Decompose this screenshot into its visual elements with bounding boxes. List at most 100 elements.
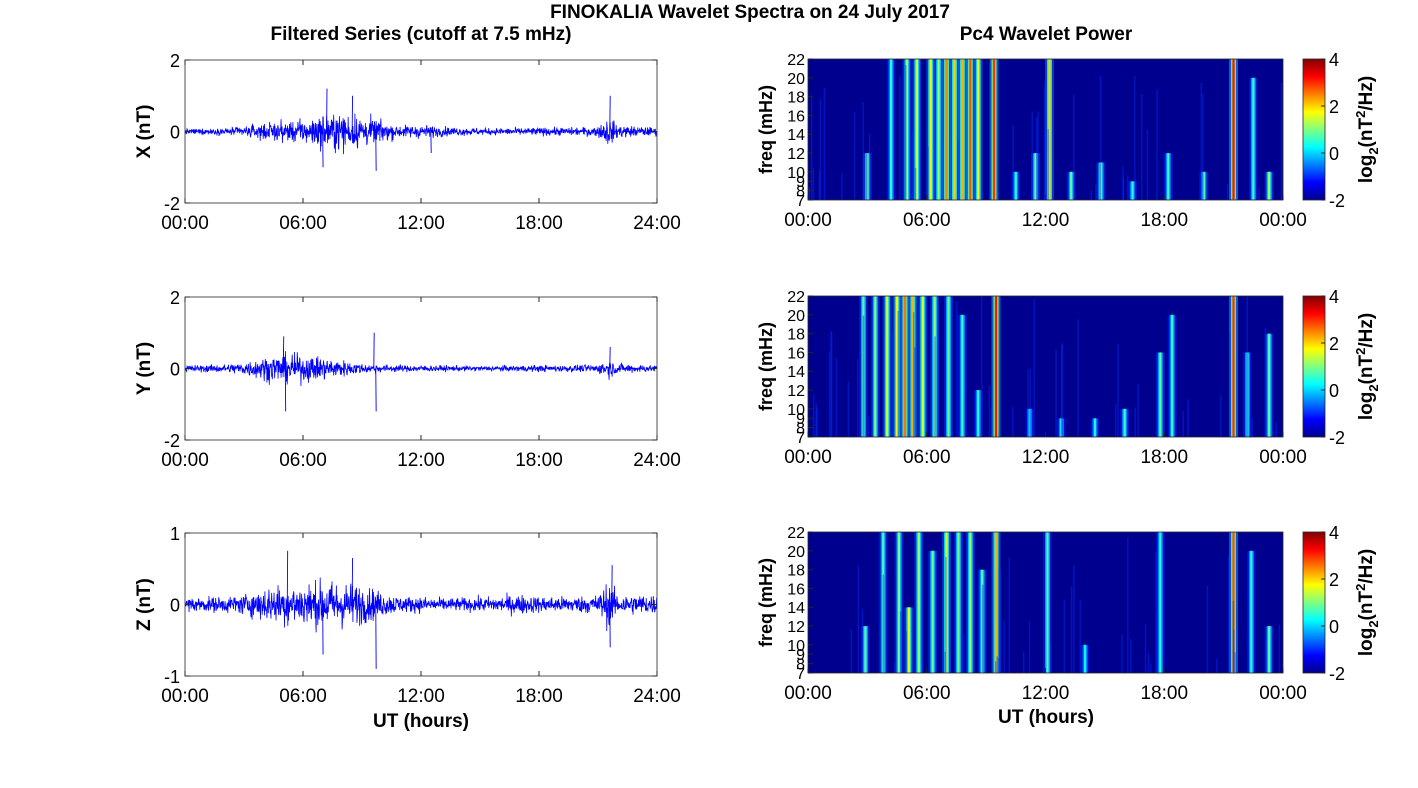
x-power-streak-2-layer-2 [905,59,909,200]
x-power-streak-6-layer-2 [945,59,948,200]
x-power-texture-17 [1280,82,1283,200]
y-power-ytick-label-3: 10 [787,402,805,419]
x-power-texture-19 [905,64,907,200]
y-power-texture-22 [934,336,936,437]
x-power-streak-14-layer-2 [1048,59,1051,200]
z-power-colorbar-bar [1302,531,1326,674]
x-power-streak-16-layer-2 [1099,162,1103,200]
x-power-colorbar-tick-label-3: -2 [1329,191,1345,211]
x-power-texture-31 [1095,183,1097,200]
y-power-streak-5-layer-2 [911,296,914,437]
z-series-xtick-label-2: 12:00 [397,686,445,707]
z-power-texture-17 [1216,658,1218,673]
x-power-texture-5 [810,95,813,200]
y-power-texture-27 [1115,403,1117,437]
y-power-ytick-label-9: 22 [787,289,805,306]
x-power-colorbar-tick-label-1: 2 [1329,97,1339,117]
x-power-colorbar-tick-label-0: 4 [1329,50,1339,70]
x-series-xtick-label-4: 24:00 [633,213,681,234]
z-power-texture-24 [1050,643,1052,673]
y-power-xtick-label-2: 12:00 [1022,447,1070,468]
y-power-colorbar-label: log2(nT2/Hz) [1353,313,1381,420]
y-series-panel: 2 0 -200:00 06:00 12:00 18:00 24:00 Y (nT) [134,288,681,471]
y-power-texture-33 [914,347,916,437]
x-power-texture-3 [1156,89,1158,200]
y-power-streak-10-layer-2 [977,390,980,437]
z-series-ylabel: Z (nT) [134,578,155,631]
z-power-texture-20 [1008,557,1010,673]
x-power-texture-25 [1258,187,1260,200]
y-power-texture-39 [831,332,833,437]
y-power-colorbar-tick-label-1: 2 [1329,334,1339,354]
y-power-texture-3 [1137,384,1139,437]
x-power-ylabel: freq (mHz) [756,85,776,174]
z-power-streak-11-layer-2 [1046,532,1049,673]
z-power-texture-16 [995,661,997,673]
z-power-xtick-label-3: 18:00 [1140,683,1188,704]
x-power-texture-15 [818,170,821,200]
z-power-texture-4 [999,569,1002,673]
z-power-texture-30 [963,634,965,673]
x-series-ylabel: X (nT) [134,105,155,159]
x-power-streak-1-layer-2 [890,59,893,200]
y-power-streak-19-layer-2 [1246,352,1249,437]
z-power-streak-16-layer-2 [1268,626,1271,673]
y-power-texture-2 [956,301,958,437]
y-power-streak-13-layer-2 [1060,418,1063,437]
z-series-xtick-label-0: 00:00 [161,686,209,707]
z-power-streak-5-layer-2 [931,550,934,673]
left-column-title: Filtered Series (cutoff at 7.5 mHz) [271,24,572,45]
y-power-texture-21 [830,331,832,437]
x-power-ytick-label-3: 10 [787,165,805,182]
y-power-colorbar-tick-label-2: 0 [1329,381,1339,401]
y-power-ytick-label-4: 12 [787,383,805,400]
x-power-streak-11-layer-2 [992,59,996,200]
x-power-texture-11 [1099,75,1102,200]
y-series-ytick-label-0: 2 [170,288,180,308]
z-power-ytick-label-6: 16 [787,581,805,598]
y-series-xtick-label-4: 24:00 [633,450,681,471]
z-power-texture-29 [1155,551,1157,673]
z-power-texture-15 [1156,612,1159,673]
x-power-ytick-label-5: 14 [787,127,805,144]
z-power-streak-4-layer-2 [917,532,920,673]
x-power-streak-8-layer-2 [961,59,964,200]
y-series-xtick-label-0: 00:00 [161,450,209,471]
y-power-texture-30 [1055,349,1057,437]
z-power-streak-12-layer-2 [1083,644,1087,673]
x-series-trace [185,113,657,155]
y-power-texture-16 [912,312,915,437]
z-power-colorbar-tick-label-3: -2 [1329,664,1345,684]
y-power-colorbar: 4 2 0 -2 log2(nT2/Hz) [1302,287,1381,448]
x-power-streak-5-layer-2 [937,59,940,200]
x-power-xtick-label-4: 00:00 [1259,210,1307,231]
z-power-streak-10-layer-2 [994,532,998,673]
y-power-ytick-label-6: 16 [787,345,805,362]
z-series-trace-group [185,550,657,669]
z-series-xtick-label-3: 18:00 [515,686,563,707]
x-power-texture-10 [927,146,929,200]
x-series-xtick-label-3: 18:00 [515,213,563,234]
x-power-streak-22-layer-2 [1268,171,1271,200]
z-power-texture-34 [1144,623,1147,673]
x-power-texture-24 [1047,129,1049,200]
z-power-ytick-label-2: 9 [796,647,805,664]
z-power-colorbar-tick-label-0: 4 [1329,523,1339,543]
z-power-texture-38 [982,584,984,673]
z-power-ylabel: freq (mHz) [756,558,776,647]
z-series-trace [185,577,657,633]
z-power-streak-8-layer-2 [969,532,972,673]
z-power-texture-22 [1150,663,1152,673]
y-power-texture-14 [1077,319,1079,437]
y-power-texture-13 [1134,408,1136,437]
y-power-streak-20-layer-2 [1268,333,1271,437]
y-series-ytick-label-2: -2 [164,431,180,451]
x-power-ytick-label-8: 20 [787,71,805,88]
x-power-ytick-label-2: 9 [796,174,805,191]
y-power-streak-12-layer-2 [1028,408,1031,437]
x-power-texture-23 [914,167,917,200]
x-power-ytick-label-7: 18 [787,90,805,107]
